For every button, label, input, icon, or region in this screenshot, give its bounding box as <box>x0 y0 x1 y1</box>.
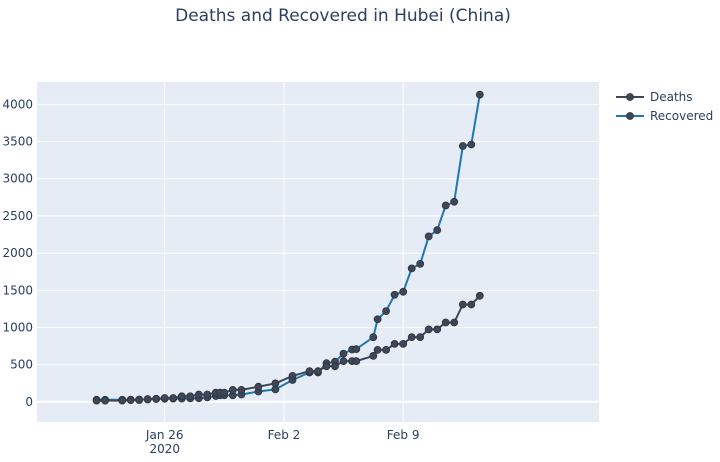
data-point-deaths <box>475 291 484 300</box>
data-point-deaths <box>322 362 331 371</box>
legend-item-recovered[interactable]: Recovered <box>616 109 713 123</box>
data-point-deaths <box>101 396 109 405</box>
data-point-deaths <box>228 385 237 394</box>
legend-label: Recovered <box>650 109 713 123</box>
series-lines <box>92 90 484 405</box>
data-point-deaths <box>433 325 442 334</box>
data-point-deaths <box>339 357 348 366</box>
data-point-deaths <box>160 394 169 402</box>
y-tick-label: 3500 <box>2 135 33 149</box>
data-point-recovered <box>382 307 391 316</box>
data-point-deaths <box>407 333 416 342</box>
data-point-deaths <box>143 395 152 403</box>
data-point-deaths <box>399 339 408 348</box>
y-tick-label: 4000 <box>2 97 33 111</box>
data-point-deaths <box>169 394 178 402</box>
data-point-recovered <box>416 259 425 268</box>
data-point-recovered <box>433 226 442 235</box>
grid-lines <box>37 82 599 422</box>
data-point-deaths <box>203 390 212 399</box>
y-tick-label: 2000 <box>2 246 33 260</box>
data-point-deaths <box>237 385 246 394</box>
y-tick-label: 3000 <box>2 172 33 186</box>
data-point-deaths <box>220 388 229 397</box>
x-tick-sublabel: 2020 <box>149 442 180 456</box>
x-tick-label: Jan 26 <box>145 428 184 442</box>
data-point-recovered <box>390 290 399 299</box>
data-point-recovered <box>407 264 416 273</box>
data-point-deaths <box>254 382 263 391</box>
data-point-deaths <box>186 392 195 401</box>
data-point-recovered <box>475 90 484 99</box>
data-point-recovered <box>450 197 459 206</box>
data-point-deaths <box>352 357 361 366</box>
chart-title: Deaths and Recovered in Hubei (China) <box>175 6 511 26</box>
data-point-recovered <box>352 345 361 354</box>
data-point-deaths <box>467 300 476 309</box>
data-point-recovered <box>424 232 433 241</box>
x-tick-label: Feb 2 <box>268 428 301 442</box>
data-point-deaths <box>424 325 433 334</box>
data-point-deaths <box>118 396 127 405</box>
data-point-deaths <box>314 367 322 376</box>
data-point-recovered <box>467 140 476 149</box>
y-tick-label: 500 <box>10 358 33 372</box>
data-point-recovered <box>458 142 467 150</box>
x-tick-label: Feb 9 <box>387 428 420 442</box>
data-point-deaths <box>152 395 161 403</box>
data-point-deaths <box>271 379 280 388</box>
data-point-deaths <box>92 396 101 405</box>
data-point-deaths <box>416 333 425 342</box>
data-point-deaths <box>305 367 314 376</box>
legend-swatch-marker <box>626 112 634 120</box>
data-point-recovered <box>441 201 450 210</box>
data-point-recovered <box>373 315 382 324</box>
data-point-recovered <box>369 333 378 342</box>
data-point-deaths <box>373 345 382 354</box>
series-deaths <box>92 291 484 405</box>
data-point-deaths <box>126 396 135 405</box>
legend-label: Deaths <box>650 90 693 104</box>
data-point-deaths <box>194 390 203 399</box>
data-point-recovered <box>399 287 408 296</box>
data-point-deaths <box>177 392 186 401</box>
data-point-deaths <box>288 371 297 380</box>
data-point-deaths <box>382 345 391 354</box>
y-tick-label: 1500 <box>2 283 33 297</box>
y-tick-label: 2500 <box>2 209 33 223</box>
data-point-deaths <box>458 300 467 309</box>
plot-background <box>37 82 599 422</box>
legend-swatch-marker <box>626 93 634 101</box>
data-point-deaths <box>450 318 459 327</box>
y-tick-label: 0 <box>25 395 33 409</box>
data-point-deaths <box>331 362 339 371</box>
data-point-deaths <box>390 339 399 348</box>
data-point-deaths <box>369 351 378 360</box>
tick-labels: 0 500 1000 1500 2000 2500 3000 3500 4000 Jan 2620… <box>2 97 419 456</box>
data-point-deaths <box>135 396 144 405</box>
legend-item-deaths[interactable]: Deaths <box>616 90 693 104</box>
y-tick-label: 1000 <box>2 321 33 335</box>
legend[interactable]: Deaths Recovered <box>616 90 713 123</box>
data-point-deaths <box>441 318 450 327</box>
data-point-recovered <box>339 349 348 358</box>
